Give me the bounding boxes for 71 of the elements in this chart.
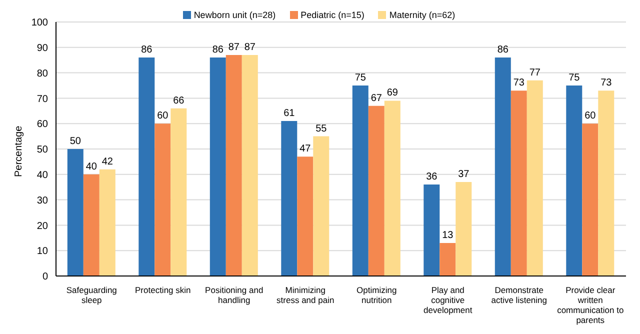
data-label: 61	[284, 108, 296, 120]
data-label: 73	[600, 78, 612, 89]
bar	[154, 124, 171, 276]
y-tick-label: 60	[36, 119, 48, 130]
y-tick-label: 80	[36, 68, 48, 80]
bar	[352, 86, 368, 276]
x-tick-label: Protecting skin	[135, 285, 192, 295]
bar	[67, 149, 84, 276]
y-tick-label: 50	[36, 144, 48, 156]
data-label: 13	[442, 230, 454, 241]
bar	[99, 169, 116, 276]
legend-label: Newborn unit (n=28)	[192, 10, 276, 20]
y-tick-label: 90	[36, 42, 48, 54]
bar	[281, 121, 298, 276]
bar	[83, 174, 100, 276]
x-tick-label: Play and cognitive development	[424, 285, 473, 315]
data-label: 77	[529, 67, 541, 78]
data-label: 36	[426, 172, 438, 183]
legend-label: Pediatric (n=15)	[300, 10, 364, 20]
y-tick-label: 100	[31, 18, 48, 29]
bar	[226, 55, 242, 276]
bar	[456, 182, 472, 276]
bar	[297, 156, 314, 276]
data-label: 73	[513, 78, 525, 89]
bar	[598, 90, 614, 276]
data-label: 42	[102, 156, 114, 168]
bar	[242, 55, 258, 276]
y-tick-label: 0	[42, 272, 48, 283]
x-tick-label: Demonstrate active listening	[491, 285, 548, 305]
y-tick-label: 20	[36, 220, 48, 232]
x-tick-label: Minimizing stress and pain	[276, 285, 334, 305]
data-label: 50	[70, 136, 82, 147]
bar	[526, 80, 543, 276]
x-tick-label: Positioning and handling	[205, 285, 264, 305]
bar	[313, 136, 330, 276]
bar	[566, 86, 582, 276]
bar	[170, 108, 187, 276]
data-label: 87	[244, 42, 256, 54]
data-label: 67	[370, 92, 382, 104]
legend-label: Maternity (n=62)	[388, 10, 456, 20]
bar	[368, 106, 384, 276]
data-label: 86	[141, 44, 153, 56]
data-label: 40	[86, 161, 98, 172]
bar	[210, 58, 226, 276]
data-label: 55	[316, 123, 328, 134]
data-label: 47	[300, 144, 312, 155]
data-label: 75	[354, 72, 366, 84]
data-label: 66	[173, 95, 185, 106]
y-tick-label: 30	[36, 195, 48, 206]
bar	[494, 58, 511, 276]
data-label: 37	[458, 169, 470, 180]
bar	[138, 58, 155, 276]
data-label: 69	[386, 88, 398, 99]
data-label: 87	[228, 42, 240, 54]
bar	[384, 100, 400, 276]
bar	[440, 242, 456, 276]
data-label: 60	[157, 110, 169, 122]
data-label: 86	[497, 44, 509, 56]
x-tick-label: Provide clear written communication to parents	[557, 285, 624, 325]
data-label: 86	[212, 44, 224, 56]
x-tick-label: Safeguarding sleep	[66, 285, 118, 305]
data-label: 75	[568, 72, 580, 84]
y-tick-label: 40	[36, 170, 48, 181]
data-label: 60	[584, 110, 596, 122]
y-axis-title: Percentage	[14, 125, 25, 177]
y-tick-label: 70	[36, 94, 48, 105]
x-tick-label: Optimizing nutrition	[356, 285, 397, 305]
bar	[582, 124, 598, 276]
bar	[510, 90, 527, 276]
bar	[424, 184, 440, 276]
y-tick-label: 10	[36, 246, 48, 258]
